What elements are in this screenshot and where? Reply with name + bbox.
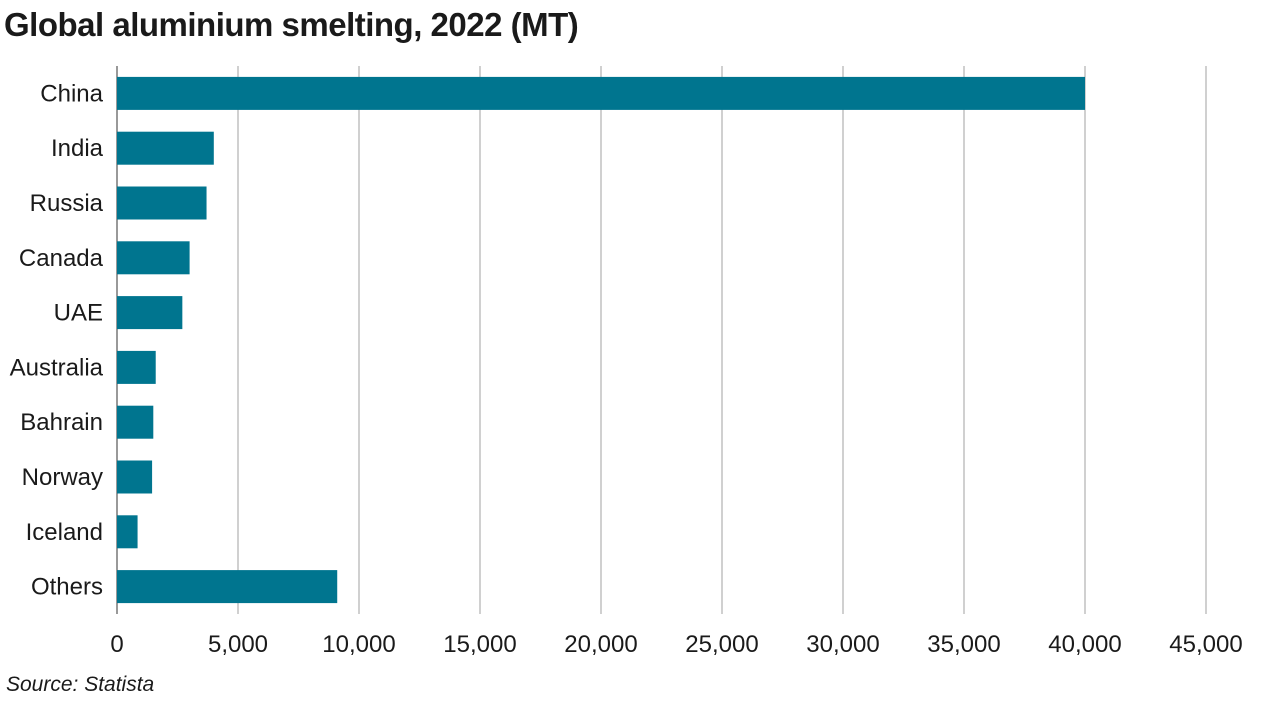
x-tick-label: 30,000: [806, 631, 879, 658]
category-label-australia: Australia: [10, 354, 104, 381]
category-label-india: India: [51, 135, 104, 162]
bar-india: [117, 131, 214, 165]
source-note: Source: Statista: [6, 673, 155, 696]
bar-uae: [117, 296, 183, 330]
x-tick-label: 20,000: [564, 631, 637, 658]
bar-canada: [117, 241, 190, 275]
category-label-others: Others: [31, 574, 103, 601]
bar-others: [117, 570, 338, 604]
category-labels: China India Russia Canada UAE Australia Bahrai…: [10, 80, 104, 600]
category-label-bahrain: Bahrain: [20, 409, 103, 436]
grid-lines: [116, 66, 1207, 614]
x-tick-label: 40,000: [1048, 631, 1121, 658]
chart-title: Global aluminium smelting, 2022 (MT): [4, 6, 579, 43]
bars: [117, 76, 1085, 604]
x-tick-label: 25,000: [685, 631, 758, 658]
x-tick-label: 15,000: [443, 631, 516, 658]
bar-russia: [117, 186, 207, 220]
bar-norway: [117, 460, 153, 494]
category-label-canada: Canada: [19, 245, 104, 272]
x-tick-label: 45,000: [1169, 631, 1242, 658]
category-label-china: China: [40, 80, 103, 107]
x-tick-label: 0: [110, 631, 123, 658]
bar-china: [117, 76, 1085, 110]
x-tick-labels: 0 5,000 10,000 15,000 20,000 25,000 30,000 35,0…: [110, 631, 1242, 658]
x-tick-label: 35,000: [927, 631, 1000, 658]
category-label-russia: Russia: [30, 190, 104, 217]
bar-bahrain: [117, 405, 154, 439]
category-label-iceland: Iceland: [26, 519, 103, 546]
category-label-norway: Norway: [22, 464, 103, 491]
category-label-uae: UAE: [54, 300, 103, 327]
x-tick-label: 5,000: [208, 631, 268, 658]
bar-iceland: [117, 515, 138, 549]
bar-australia: [117, 350, 156, 384]
x-tick-label: 10,000: [322, 631, 395, 658]
